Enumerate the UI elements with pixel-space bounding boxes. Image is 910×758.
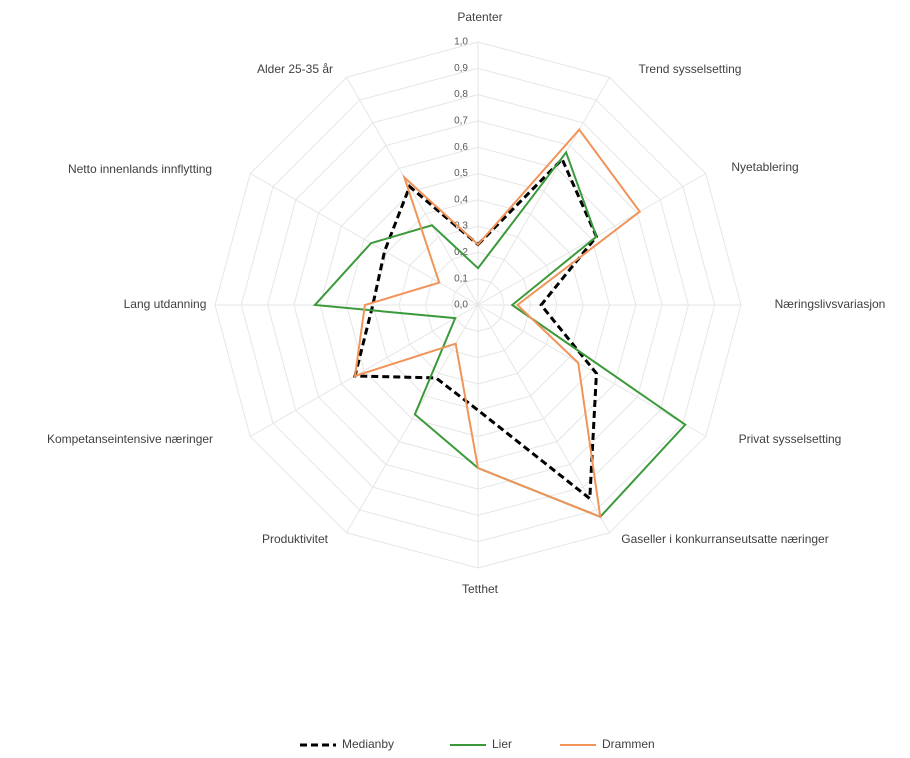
r-tick-label: 0,5 xyxy=(454,168,468,179)
axis-label: Produktivitet xyxy=(262,532,329,546)
spoke xyxy=(346,76,479,306)
axis-label: Alder 25-35 år xyxy=(257,62,333,76)
series-line xyxy=(312,150,687,519)
spoke xyxy=(346,304,479,534)
axis-label: Næringslivsvariasjon xyxy=(775,297,886,311)
r-tick-label: 0,0 xyxy=(454,300,468,311)
r-tick-label: 1,0 xyxy=(454,37,468,48)
axis-label: Gaseller i konkurranseutsatte næringer xyxy=(621,532,828,546)
legend-label: Medianby xyxy=(342,737,394,751)
r-tick-label: 0,6 xyxy=(454,142,468,153)
spoke xyxy=(477,304,610,534)
r-tick-label: 0,9 xyxy=(454,63,468,74)
axis-label: Tetthet xyxy=(462,582,499,596)
axis-label: Trend sysselsetting xyxy=(639,62,742,76)
axis-label: Kompetanseintensive næringer xyxy=(47,432,213,446)
r-tick-label: 0,8 xyxy=(454,89,468,100)
axis-label: Netto innenlands innflytting xyxy=(68,162,212,176)
r-tick-label: 0,3 xyxy=(454,221,468,232)
axis-label: Privat sysselsetting xyxy=(739,432,842,446)
legend-label: Drammen xyxy=(602,737,655,751)
r-tick-label: 0,7 xyxy=(454,116,468,127)
axis-label: Patenter xyxy=(457,10,502,24)
series-line xyxy=(353,128,642,519)
axis-label: Nyetablering xyxy=(731,160,798,174)
spoke xyxy=(477,76,610,306)
spoke xyxy=(249,173,479,306)
r-tick-label: 0,1 xyxy=(454,273,468,284)
axis-label: Lang utdanning xyxy=(124,297,207,311)
r-tick-label: 0,4 xyxy=(454,194,468,205)
spoke xyxy=(477,304,707,437)
spoke xyxy=(249,304,479,437)
legend-label: Lier xyxy=(492,737,512,751)
